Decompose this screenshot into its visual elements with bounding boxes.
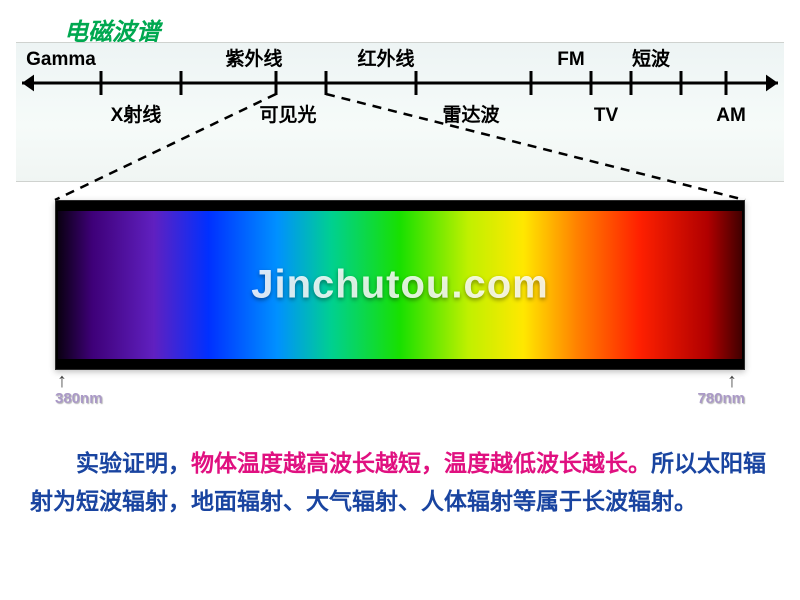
caption-span: 物体温度越高波长越短，温度越低波长越长。 — [191, 450, 651, 476]
wavelength-right-label: 780nm — [697, 390, 745, 407]
svg-text:TV: TV — [594, 105, 619, 126]
wavelength-right-arrow-icon: ↑ — [727, 371, 737, 391]
watermark-text: Jinchutou.com — [56, 263, 744, 308]
svg-text:短波: 短波 — [632, 47, 671, 70]
wavelength-left-label: 380nm — [55, 390, 103, 407]
em-spectrum-axis: Gamma 紫外线 红外线 FM 短波 X射线 可见光 雷达波 TV AM — [16, 42, 784, 182]
svg-text:雷达波: 雷达波 — [442, 103, 500, 126]
svg-text:X射线: X射线 — [111, 103, 162, 126]
svg-text:红外线: 红外线 — [357, 47, 414, 70]
wavelength-left-arrow-icon: ↑ — [57, 371, 67, 391]
svg-text:AM: AM — [716, 105, 746, 126]
caption-span: 实验证明， — [76, 450, 191, 476]
svg-text:FM: FM — [557, 49, 584, 70]
visible-spectrum: Jinchutou.com — [55, 200, 745, 370]
caption-paragraph: 实验证明，物体温度越高波长越短，温度越低波长越长。所以太阳辐射为短波辐射，地面辐… — [30, 445, 770, 521]
svg-text:可见光: 可见光 — [259, 103, 316, 126]
svg-text:Gamma: Gamma — [26, 49, 96, 70]
axis-svg: Gamma 紫外线 红外线 FM 短波 X射线 可见光 雷达波 TV AM — [16, 43, 784, 181]
svg-text:紫外线: 紫外线 — [225, 47, 282, 70]
